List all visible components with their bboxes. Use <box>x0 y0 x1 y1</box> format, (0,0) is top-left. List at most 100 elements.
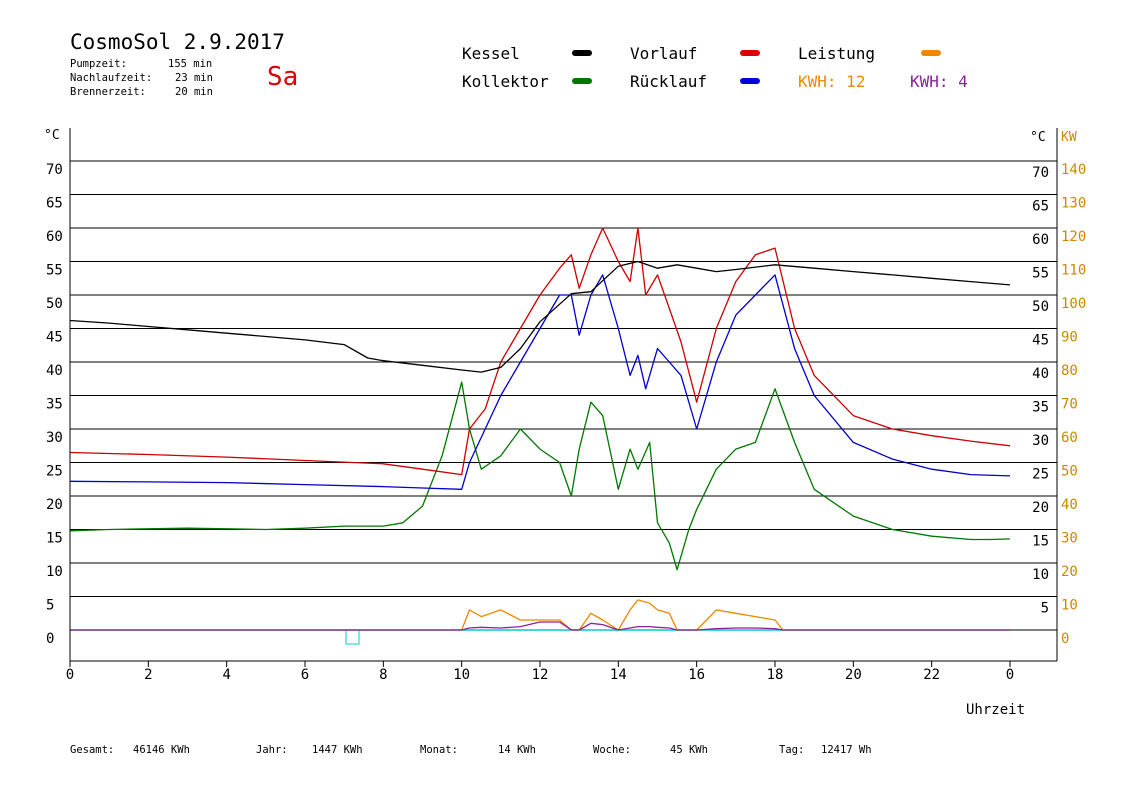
kw-tick-label: 20 <box>1061 564 1078 580</box>
x-tick-label: 22 <box>923 667 940 683</box>
y-tick-label-left: 45 <box>46 330 63 346</box>
x-tick-label: 2 <box>144 667 152 683</box>
x-tick-label: 6 <box>301 667 309 683</box>
chart-title: CosmoSol 2.9.2017 <box>70 30 285 54</box>
legend-kollektor-swatch <box>572 78 592 84</box>
y-tick-label-right: 5 <box>1041 601 1049 617</box>
kw-tick-label: 80 <box>1061 363 1078 379</box>
kw-tick-label: 110 <box>1061 263 1086 279</box>
footer-tag-value: 12417 Wh <box>821 744 872 756</box>
footer-monat-label: Monat: <box>420 744 458 756</box>
y-tick-label-left: 25 <box>46 464 63 480</box>
kw-tick-label: 100 <box>1061 296 1086 312</box>
x-tick-label: 16 <box>688 667 705 683</box>
x-tick-label: 14 <box>610 667 627 683</box>
y-tick-label-right: 60 <box>1032 232 1049 248</box>
kw-tick-label: 60 <box>1061 430 1078 446</box>
kw-tick-label: 130 <box>1061 196 1086 212</box>
y-tick-label-right: 55 <box>1032 266 1049 282</box>
x-axis-label: Uhrzeit <box>966 702 1026 718</box>
y-unit-left: °C <box>44 128 60 143</box>
y-tick-label-left: 35 <box>46 397 63 413</box>
y-tick-label-right: 15 <box>1032 534 1049 550</box>
y-tick-label-right: 30 <box>1032 433 1049 449</box>
y-tick-label-right: 70 <box>1032 165 1049 181</box>
series-line-kwh-4 <box>70 621 1010 631</box>
footer-woche-value: 45 KWh <box>670 744 708 756</box>
axes <box>69 128 1058 667</box>
y-tick-label-left: 55 <box>46 263 63 279</box>
y-tick-label-left: 30 <box>46 430 63 446</box>
legend-kwh-2: KWH: 4 <box>910 72 968 91</box>
series-line-kollektor <box>69 381 1011 571</box>
series-line-leistung <box>70 599 1010 631</box>
x-tick-label: 12 <box>532 667 549 683</box>
stat-label-2: Nachlaufzeit: <box>70 72 153 84</box>
kw-tick-label: 120 <box>1061 229 1086 245</box>
footer-gesamt-value: 46146 KWh <box>133 744 190 756</box>
y-tick-label-left: 70 <box>46 162 63 178</box>
day-label: Sa <box>267 62 299 92</box>
x-tick-label: 0 <box>66 667 74 683</box>
legend-kessel: Kessel <box>462 44 520 63</box>
legend-ruecklauf-swatch <box>740 78 760 84</box>
footer-monat-value: 14 KWh <box>498 744 536 756</box>
y-tick-label-right: 40 <box>1032 366 1049 382</box>
marker-box <box>345 629 360 645</box>
footer-jahr-label: Jahr: <box>256 744 288 756</box>
stat-label-1: Pumpzeit: <box>70 58 127 70</box>
kw-tick-label: 50 <box>1061 464 1078 480</box>
stat-value-3: 20 min <box>175 86 213 98</box>
tick-labels: 0510152025303540455055606570510152025303… <box>46 162 1086 683</box>
legend-vorlauf: Vorlauf <box>630 44 698 63</box>
grid-lines <box>70 160 1057 645</box>
series-layer <box>69 227 1011 631</box>
legend-kollektor: Kollektor <box>462 72 549 91</box>
kw-tick-label: 70 <box>1061 397 1078 413</box>
series-line-vorlauf <box>69 227 1011 476</box>
kw-tick-label: 30 <box>1061 531 1078 547</box>
legend-ruecklauf: Rücklauf <box>630 72 708 91</box>
x-tick-label: 10 <box>453 667 470 683</box>
y-tick-label-right: 50 <box>1032 299 1049 315</box>
kw-tick-label: 10 <box>1061 598 1078 614</box>
stat-value-2: 23 min <box>175 72 213 84</box>
y-tick-label-left: 15 <box>46 531 63 547</box>
series-line-kessel <box>69 260 1011 373</box>
y-tick-label-right: 10 <box>1032 567 1049 583</box>
y-tick-label-right: 35 <box>1032 400 1049 416</box>
y-tick-label-left: 20 <box>46 497 63 513</box>
y-tick-label-left: 65 <box>46 196 63 212</box>
kw-tick-label: 90 <box>1061 330 1078 346</box>
y-tick-label-left: 50 <box>46 296 63 312</box>
y-tick-label-right: 65 <box>1032 199 1049 215</box>
kw-tick-label: 40 <box>1061 497 1078 513</box>
y-unit-kw: KW <box>1061 130 1077 145</box>
footer-jahr-value: 1447 KWh <box>312 744 363 756</box>
stat-label-3: Brennerzeit: <box>70 86 146 98</box>
legend-kessel-swatch <box>572 50 592 56</box>
kw-tick-label: 0 <box>1061 631 1069 647</box>
legend-leistung: Leistung <box>798 44 876 63</box>
x-tick-label: 0 <box>1006 667 1014 683</box>
y-tick-label-left: 60 <box>46 229 63 245</box>
x-tick-label: 8 <box>379 667 387 683</box>
footer-gesamt-label: Gesamt: <box>70 744 115 756</box>
y-tick-label-left: 40 <box>46 363 63 379</box>
footer-tag-label: Tag: <box>779 744 805 756</box>
y-tick-label-left: 10 <box>46 564 63 580</box>
x-tick-label: 4 <box>222 667 230 683</box>
footer-woche-label: Woche: <box>593 744 631 756</box>
y-tick-label-right: 45 <box>1032 333 1049 349</box>
y-tick-label-right: 20 <box>1032 500 1049 516</box>
legend-leistung-swatch <box>921 50 941 56</box>
legend-vorlauf-swatch <box>740 50 760 56</box>
stat-value-1: 155 min <box>168 58 213 70</box>
kw-tick-label: 140 <box>1061 162 1086 178</box>
x-tick-label: 20 <box>845 667 862 683</box>
y-tick-label-left: 0 <box>46 631 54 647</box>
y-tick-label-right: 25 <box>1032 467 1049 483</box>
y-tick-label-left: 5 <box>46 598 54 614</box>
legend-kwh-1: KWH: 12 <box>798 72 866 91</box>
